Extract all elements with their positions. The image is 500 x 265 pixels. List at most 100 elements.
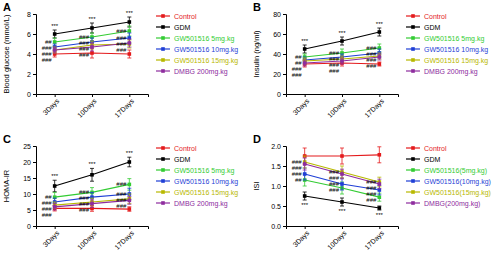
error-bar <box>127 40 131 48</box>
x-tick: 10Days <box>326 94 349 120</box>
marks <box>53 17 132 58</box>
point <box>128 207 132 211</box>
tick-label: 2 <box>27 71 31 78</box>
legend-entry: GW501516(5mg.kg) <box>406 167 487 175</box>
legend-label: GW501516(15mg.kg) <box>424 189 491 197</box>
error-bar <box>90 200 94 208</box>
significance-label: *** <box>126 150 134 156</box>
legend-label: DMBG 200mg.kg <box>424 68 478 76</box>
error-bar <box>303 61 307 67</box>
tick-label: 0 <box>27 91 31 98</box>
tick-mark <box>283 206 286 207</box>
legend-label: DMBG(200mg.kg) <box>424 200 480 208</box>
point <box>340 200 344 204</box>
y-tick: 20 <box>273 71 286 78</box>
legend-entry: Control <box>406 13 447 20</box>
tick-mark <box>283 186 286 187</box>
error-bar <box>53 202 57 208</box>
tick-label: 17Days <box>363 229 386 252</box>
tick-mark <box>283 54 286 55</box>
significance-label: ## <box>295 177 302 183</box>
significance-label: *** <box>301 38 309 44</box>
significance-label: ### <box>42 57 53 63</box>
panel-title: B <box>253 1 261 13</box>
x-tick: 17Days <box>363 226 386 252</box>
series <box>303 49 382 63</box>
tick-label: 15 <box>23 175 31 182</box>
tick-label: 4 <box>27 51 31 58</box>
y-tick: 0 <box>27 223 36 230</box>
legend-entry: DMBG 200mg.kg <box>156 68 228 76</box>
error-bar <box>90 198 94 206</box>
legend-marker <box>411 47 415 51</box>
point <box>378 153 382 157</box>
significance-label: ### <box>116 28 127 34</box>
y-tick: 20 <box>23 159 36 166</box>
legend-label: GW501516 10mg.kg <box>174 46 238 54</box>
series <box>53 194 132 208</box>
point <box>303 172 307 176</box>
y-tick: 2 <box>27 71 36 78</box>
y-axis-title: HOMA-IR <box>2 169 11 202</box>
tick-label: 40 <box>273 51 281 58</box>
error-bar <box>340 166 344 178</box>
legend-entry: Control <box>406 145 447 152</box>
legend-label: GW501516 5mg.kg <box>424 35 484 43</box>
panel: D0.00.51.01.52.03Days10Days17DaysISI####… <box>252 133 491 252</box>
tick-label: 1.0 <box>271 183 281 190</box>
significance-label: *** <box>51 173 59 179</box>
y-axis: 0.00.51.01.52.0 <box>271 143 286 230</box>
error-bar <box>303 60 307 66</box>
x-axis: 3Days10Days17Days <box>287 226 399 252</box>
legend-label: GW501516 5mg.kg <box>174 167 234 175</box>
legend-entry: GW501516 10mg.kg <box>156 46 238 54</box>
error-bar <box>53 204 57 210</box>
tick-mark <box>33 94 36 95</box>
tick-label: 10 <box>23 191 31 198</box>
tick-label: 5 <box>27 207 31 214</box>
tick-mark <box>305 94 306 97</box>
tick-mark <box>283 74 286 75</box>
x-axis: 3Days 10Days 17Days <box>37 94 149 120</box>
annotations: ###########***############***###########… <box>292 159 384 218</box>
y-tick: 40 <box>273 51 286 58</box>
significance-label: ### <box>116 181 127 187</box>
point <box>128 52 132 56</box>
legend-label: GW501516 10mg.kg <box>174 178 238 186</box>
point <box>340 182 344 186</box>
tick-label: 3Days <box>41 97 61 117</box>
legend-marker <box>161 190 165 194</box>
tick-mark <box>342 94 343 97</box>
point <box>340 59 344 63</box>
point <box>53 32 57 36</box>
point <box>340 172 344 176</box>
y-axis-title: Insulin (ng/ml) <box>252 30 261 78</box>
legend-entry: GW501516 10mg.kg <box>406 46 488 54</box>
y-tick: 0 <box>27 91 36 98</box>
x-tick: 17Days <box>113 94 136 120</box>
legend-entry: DMBG 200mg.kg <box>406 68 478 76</box>
point <box>90 202 94 206</box>
series <box>303 156 382 187</box>
y-tick: 4 <box>27 51 36 58</box>
marks <box>303 147 382 210</box>
error-bar <box>377 54 381 60</box>
tick-label: 0.5 <box>271 203 281 210</box>
tick-label: 3Days <box>41 229 61 249</box>
tick-mark <box>55 226 56 229</box>
x-axis: 3Days10Days17Days <box>287 94 399 120</box>
legend-entry: GW501516(10mg.kg) <box>406 178 491 186</box>
tick-mark <box>33 146 36 147</box>
axis-line <box>33 147 37 227</box>
y-tick: 0.5 <box>271 203 286 210</box>
significance-label: ### <box>116 203 127 209</box>
annotations: ***###########***############***########… <box>42 10 134 63</box>
significance-label: *** <box>51 23 59 29</box>
panel-title: D <box>253 133 261 145</box>
y-axis: 02468 <box>27 11 36 98</box>
error-bar <box>340 169 344 179</box>
series <box>53 157 132 192</box>
point <box>90 26 94 30</box>
tick-mark <box>283 94 286 95</box>
x-tick: 10Days <box>76 94 99 120</box>
